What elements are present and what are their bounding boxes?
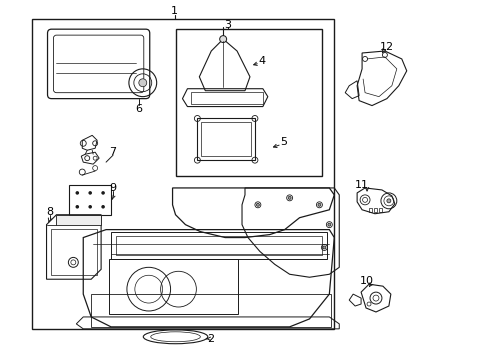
Text: 9: 9: [109, 183, 116, 193]
Circle shape: [101, 205, 104, 208]
Circle shape: [101, 191, 104, 195]
Text: 5: 5: [280, 137, 286, 147]
Bar: [50, 229, 97, 275]
Polygon shape: [56, 215, 101, 225]
Bar: [378, 208, 381, 212]
Text: 1: 1: [171, 6, 178, 16]
Circle shape: [88, 205, 92, 208]
Circle shape: [322, 246, 325, 249]
Bar: [111, 231, 326, 260]
Text: 4: 4: [258, 56, 265, 66]
Bar: [91, 294, 331, 327]
Text: 10: 10: [359, 276, 373, 286]
Text: 7: 7: [109, 147, 116, 157]
Bar: [175, 29, 322, 176]
Bar: [116, 235, 322, 255]
Text: 2: 2: [206, 334, 213, 344]
Circle shape: [219, 36, 226, 42]
Circle shape: [386, 199, 390, 203]
Bar: [109, 260, 238, 314]
Bar: [191, 92, 263, 104]
Text: 8: 8: [46, 207, 53, 217]
Text: 12: 12: [379, 42, 393, 52]
Circle shape: [317, 203, 320, 206]
Bar: [32, 19, 334, 329]
Text: 6: 6: [135, 104, 142, 113]
Circle shape: [287, 196, 290, 199]
Bar: [201, 122, 250, 156]
Bar: [69, 185, 111, 215]
Circle shape: [256, 203, 259, 206]
Circle shape: [139, 79, 146, 87]
Text: 11: 11: [354, 180, 368, 190]
Bar: [197, 118, 254, 160]
Bar: [373, 208, 376, 212]
Text: 3: 3: [224, 20, 231, 30]
Circle shape: [75, 205, 79, 208]
Circle shape: [327, 223, 330, 226]
Circle shape: [75, 191, 79, 195]
Bar: [368, 208, 371, 212]
Circle shape: [88, 191, 92, 195]
